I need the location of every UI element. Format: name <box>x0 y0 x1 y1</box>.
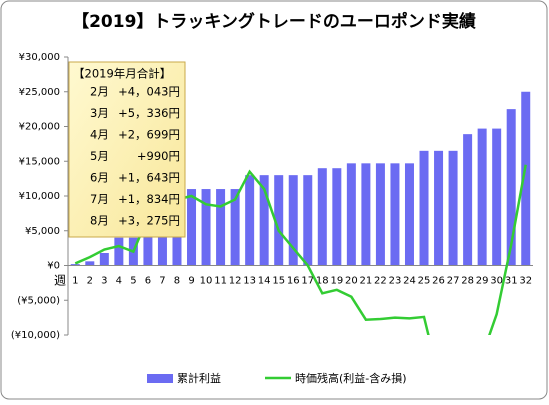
legend-label: 時価残高(利益-含み損) <box>295 371 407 385</box>
y-tick-label: ¥30,000 <box>19 52 60 63</box>
bar <box>99 252 109 266</box>
bar <box>245 175 255 266</box>
annotation-month: 8月 <box>90 214 109 228</box>
bar <box>230 189 240 266</box>
annotation-month: 7月 <box>90 192 109 206</box>
y-tick-label: ¥5,000 <box>25 226 60 237</box>
x-tick-label: 28 <box>461 276 474 287</box>
legend-label: 累計利益 <box>177 371 221 385</box>
bar <box>492 128 502 266</box>
bar <box>70 264 80 266</box>
y-tick-label: ¥20,000 <box>19 122 60 133</box>
annotation-month: 2月 <box>90 85 109 99</box>
x-tick-label: 25 <box>418 276 431 287</box>
x-tick-label: 22 <box>374 276 387 287</box>
bar <box>85 261 95 266</box>
x-tick-label: 18 <box>316 276 329 287</box>
y-tick-label: ¥25,000 <box>19 87 60 98</box>
x-tick-label: 10 <box>200 276 213 287</box>
bar <box>521 91 531 266</box>
x-tick-label: 2 <box>87 276 93 287</box>
x-tick-label: 26 <box>432 276 445 287</box>
x-tick-label: 4 <box>116 276 122 287</box>
x-tick-label: 6 <box>145 276 151 287</box>
bar <box>477 128 487 266</box>
bar <box>143 220 153 266</box>
x-tick-label: 23 <box>389 276 402 287</box>
bar <box>303 175 313 266</box>
bar <box>346 163 356 266</box>
bar <box>361 163 371 266</box>
x-tick-label: 24 <box>403 276 416 287</box>
x-tick-label: 21 <box>360 276 373 287</box>
annotation-month: 5月 <box>90 149 109 163</box>
bar <box>404 163 414 266</box>
bar <box>434 150 444 266</box>
chart-title: 【2019】トラッキングトレードのユーロポンド実績 <box>72 11 476 32</box>
annotation-amount: +5，336円 <box>118 106 180 120</box>
annotation-box <box>68 61 186 238</box>
bar <box>375 163 385 266</box>
x-tick-label: 17 <box>301 276 314 287</box>
annotation-month: 3月 <box>90 106 109 120</box>
annotation-amount: +1，834円 <box>118 192 180 206</box>
x-tick-label: 30 <box>490 276 503 287</box>
x-tick-label: 16 <box>287 276 300 287</box>
bar <box>187 189 197 266</box>
bar <box>114 237 124 266</box>
bar <box>390 163 400 266</box>
x-tick-label: 31 <box>505 276 518 287</box>
x-tick-label: 32 <box>519 276 532 287</box>
annotation-month: 4月 <box>90 128 109 142</box>
bar <box>419 150 429 266</box>
bar <box>317 168 327 266</box>
bar <box>274 175 284 266</box>
annotation-amount: +3，275円 <box>118 214 180 228</box>
x-tick-label: 7 <box>159 276 165 287</box>
x-tick-label: 5 <box>130 276 136 287</box>
plot: ¥30,000 ¥25,000 ¥20,000 ¥15,000 ¥10,000 ¥5,00… <box>11 52 533 341</box>
annotation-amount: +4，043円 <box>118 85 180 99</box>
x-tick-label: 3 <box>101 276 107 287</box>
bar <box>506 109 516 266</box>
x-tick-label: 9 <box>188 276 194 287</box>
x-axis-label: 週 <box>54 274 66 288</box>
y-tick-label: (¥10,000) <box>11 330 60 341</box>
x-tick-label: 19 <box>330 276 343 287</box>
bar <box>332 168 342 266</box>
annotation-amount: +990円 <box>137 149 180 163</box>
x-tick-label: 11 <box>214 276 227 287</box>
x-tick-label: 20 <box>345 276 358 287</box>
x-tick-label: 15 <box>272 276 285 287</box>
annotation-amount: +2，699円 <box>118 128 180 142</box>
x-tick-label: 27 <box>447 276 460 287</box>
bar <box>288 175 298 266</box>
x-tick-label: 14 <box>258 276 271 287</box>
annotation-amount: +1，643円 <box>118 171 180 185</box>
bar <box>216 189 226 266</box>
x-tick-label: 13 <box>243 276 256 287</box>
y-tick-label: ¥0 <box>47 261 60 272</box>
y-tick-label: (¥5,000) <box>17 295 60 306</box>
x-tick-label: 12 <box>229 276 242 287</box>
annotation: 【2019年月合計】 2月 +4，043円 3月 +5，336円 4月 +2，699円 5月 +… <box>68 61 186 238</box>
x-tick-label: 29 <box>476 276 489 287</box>
bar <box>463 134 473 266</box>
x-tick-label: 8 <box>174 276 180 287</box>
annotation-month: 6月 <box>90 171 109 185</box>
y-tick-label: ¥15,000 <box>19 156 60 167</box>
bar <box>201 189 211 266</box>
bar <box>259 175 269 266</box>
legend: 累計利益 時価残高(利益-含み損) <box>147 371 407 385</box>
annotation-title: 【2019年月合計】 <box>73 67 171 81</box>
y-tick-label: ¥10,000 <box>19 191 60 202</box>
legend-swatch <box>147 374 173 383</box>
bar <box>448 150 458 266</box>
x-tick-label: 1 <box>72 276 78 287</box>
